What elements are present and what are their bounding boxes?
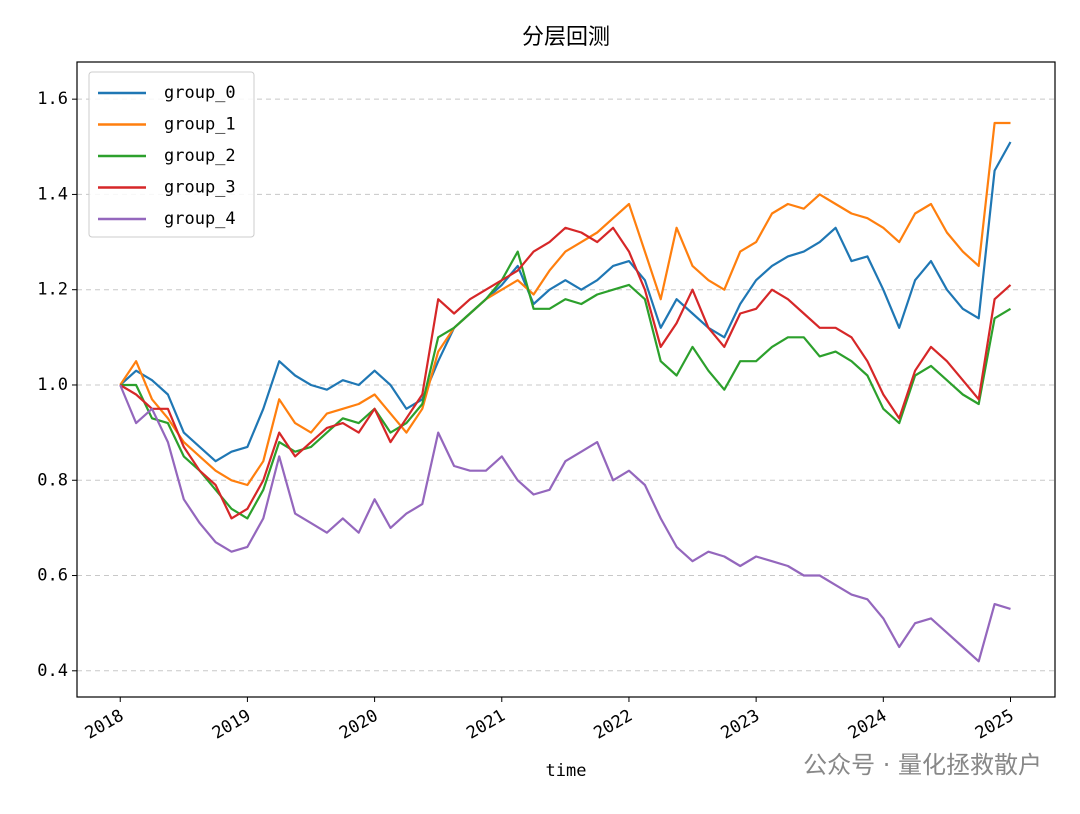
series-line bbox=[119, 121, 1011, 487]
x-tick-label: 2018 bbox=[82, 706, 127, 744]
x-tick-label: 2024 bbox=[845, 706, 890, 744]
watermark: 公众号 · 量化拯救散户 bbox=[803, 751, 1042, 779]
y-tick-label: 1.6 bbox=[37, 89, 68, 109]
legend-label: group_4 bbox=[164, 209, 236, 229]
legend-label: group_1 bbox=[164, 115, 236, 135]
y-tick-label: 1.0 bbox=[37, 375, 68, 395]
chart-title: 分层回测 bbox=[522, 25, 610, 50]
y-tick-label: 1.4 bbox=[37, 184, 68, 204]
x-tick-label: 2021 bbox=[463, 706, 508, 744]
legend-box bbox=[88, 71, 255, 238]
series-line bbox=[119, 226, 1012, 520]
legend-label: group_3 bbox=[164, 178, 236, 198]
x-tick-label: 2025 bbox=[972, 706, 1017, 744]
series-line bbox=[119, 384, 1011, 663]
x-tick-label: 2022 bbox=[590, 706, 635, 744]
x-axis-label: time bbox=[546, 761, 587, 781]
x-tick-label: 2023 bbox=[718, 706, 763, 744]
x-tick-label: 2020 bbox=[336, 706, 381, 744]
series-line bbox=[120, 250, 1012, 520]
x-tick-label: 2019 bbox=[209, 706, 254, 744]
legend-label: group_0 bbox=[164, 83, 236, 103]
series-line bbox=[119, 141, 1012, 463]
y-tick-label: 0.8 bbox=[37, 470, 68, 490]
y-tick-label: 0.6 bbox=[37, 566, 68, 586]
y-tick-label: 1.2 bbox=[37, 280, 68, 300]
plot-frame bbox=[76, 61, 1056, 698]
y-tick-label: 0.4 bbox=[37, 661, 68, 681]
legend-label: group_2 bbox=[164, 146, 236, 166]
